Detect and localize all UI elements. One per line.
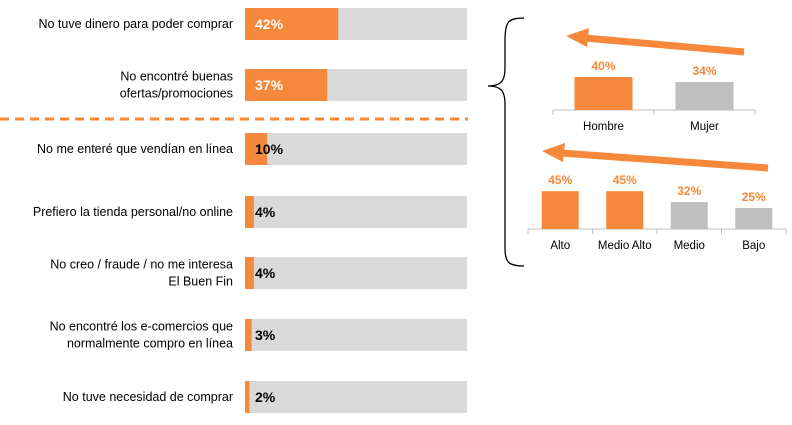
bar-track [245,319,467,351]
bar [245,69,328,101]
category-label: ofertas/promociones [120,87,233,101]
bar [675,81,734,110]
category-label: No encontré buenas [120,70,233,84]
bar [735,208,773,229]
trend-arrow-gender [584,34,745,56]
data-label: 32% [677,184,701,198]
bar-track [245,196,467,228]
category-label: No tuve dinero para poder comprar [38,17,233,31]
bar-track [245,257,467,289]
category-label: No encontré los e-comercios que [50,320,233,334]
data-label: 4% [255,204,276,220]
tick-label: Alto [550,240,570,252]
category-label: El Buen Fin [168,275,233,289]
data-label: 25% [742,190,766,204]
category-label: No tuve necesidad de comprar [63,390,233,404]
category-label: normalmente compro en línea [67,337,233,351]
bar [245,133,268,165]
data-label: 10% [255,141,284,157]
bar [245,257,254,289]
category-label: Prefiero la tienda personal/no online [33,205,233,219]
bar [245,381,250,413]
socioeconomic-bar-chart: 45% Alto 45% Medio Alto 32% Medio 25% Bajo [527,173,787,252]
category-label: No me enteré que vendían en línea [37,142,233,156]
data-label: 2% [255,389,276,405]
bar [606,191,644,229]
tick-label: Medio [674,240,705,252]
category-label: No creo / fraude / no me interesa [50,258,233,272]
bar-track [245,133,467,165]
bar [245,319,252,351]
bar [245,8,339,40]
bar [670,202,708,229]
data-label: 45% [548,173,572,187]
trend-arrow-nse [560,149,769,172]
tick-label: Medio Alto [598,240,652,252]
data-label: 42% [255,16,284,32]
tick-label: Hombre [583,121,624,133]
gender-bar-chart: 40% Hombre 34% Mujer [552,59,756,133]
data-label: 37% [255,77,284,93]
data-label: 40% [591,59,615,73]
curly-brace [487,17,525,267]
data-label: 34% [692,64,716,78]
data-label: 4% [255,265,276,281]
bar-track [245,381,467,413]
trend-arrow-nse-head [542,143,565,162]
bar [245,196,254,228]
tick-label: Mujer [690,121,719,133]
trend-arrow-gender-head [566,28,589,47]
bar [541,191,579,229]
tick-label: Bajo [742,240,765,252]
data-label: 3% [255,327,276,343]
data-label: 45% [613,173,637,187]
bar [574,77,633,110]
